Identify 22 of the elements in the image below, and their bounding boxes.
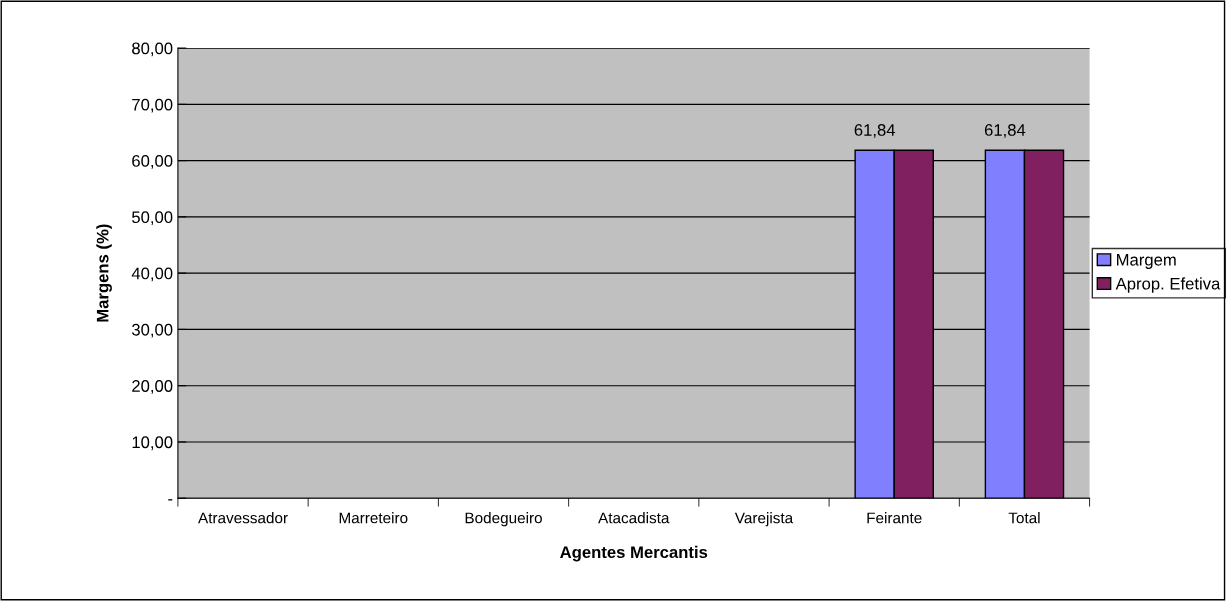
data-label: 61,84 xyxy=(984,124,1026,138)
y-tick-label: 10,00 xyxy=(132,436,173,451)
legend-label: Aprop. Efetiva xyxy=(1115,277,1221,293)
y-tick-label: 20,00 xyxy=(132,380,173,394)
x-tick-label: Varejista xyxy=(734,512,794,527)
x-tick-label: Marreteiro xyxy=(339,512,408,524)
legend-label: Margem xyxy=(1117,254,1176,269)
y-tick-label: 60,00 xyxy=(132,155,173,169)
x-tick-label: Feirante xyxy=(867,512,922,524)
x-tick-label: Atacadista xyxy=(598,512,670,524)
y-tick-label: 70,00 xyxy=(132,98,173,113)
y-axis-title: Margens (%) xyxy=(96,224,112,322)
y-tick-label: 50,00 xyxy=(132,211,173,226)
x-axis-title: Agentes Mercantis xyxy=(560,545,708,562)
x-tick-label: Bodegueiro xyxy=(465,512,542,527)
y-tick-label: 40,00 xyxy=(131,267,173,282)
y-tick-label: 80,00 xyxy=(132,42,173,57)
x-tick-label: Total xyxy=(1008,512,1040,524)
y-tick-label: - xyxy=(168,499,173,501)
y-tick-label: 30,00 xyxy=(131,323,173,338)
x-tick-label: Atravessador xyxy=(198,512,288,524)
data-label: 61,84 xyxy=(854,124,896,138)
